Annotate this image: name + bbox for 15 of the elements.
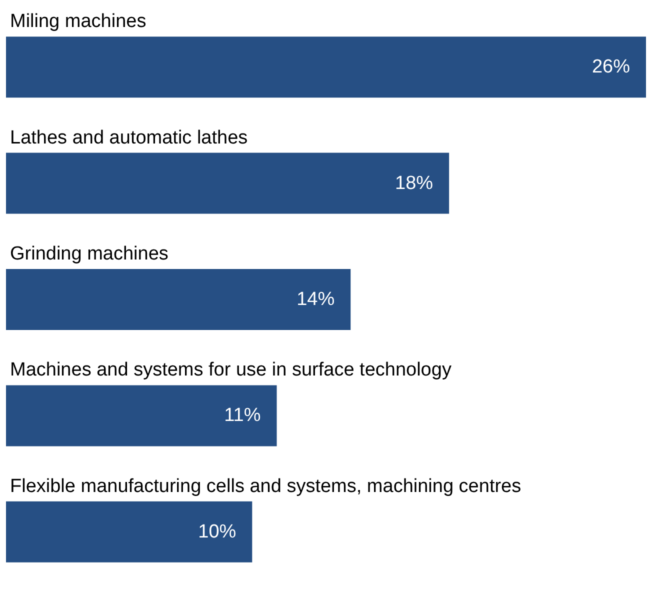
y-tick-label: Grinding machines	[10, 244, 168, 264]
data-label: 18%	[395, 172, 434, 194]
bar	[6, 385, 277, 446]
bar	[6, 269, 351, 330]
y-tick-label: Flexible manufacturing cells and systems, machining centres	[10, 476, 522, 497]
data-label: 11%	[224, 405, 261, 426]
bar	[6, 36, 646, 98]
data-label: 26%	[592, 56, 630, 78]
data-label: 10%	[198, 521, 236, 542]
data-label: 14%	[296, 289, 335, 310]
bar	[6, 501, 252, 562]
y-tick-label: Miling machines	[10, 11, 146, 32]
y-tick-label: Lathes and automatic lathes	[10, 127, 248, 148]
bar	[6, 152, 450, 214]
y-tick-label: Machines and systems for use in surface technology	[10, 360, 452, 381]
